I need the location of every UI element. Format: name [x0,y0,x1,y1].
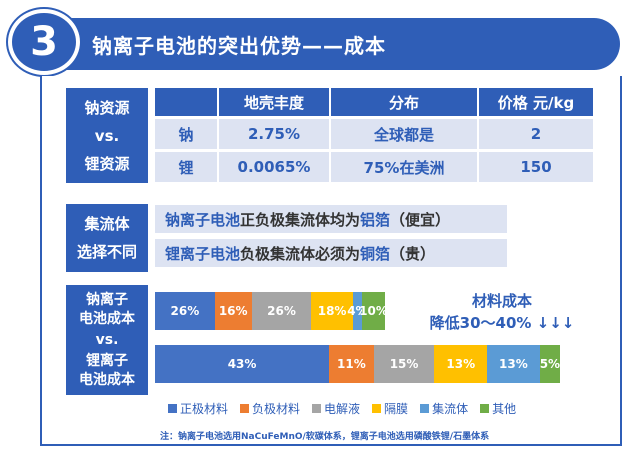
collector-line1-note: （便宜） [390,210,451,229]
bar-data-label: 11% [337,357,366,371]
legend-label: 正极材料 [180,402,229,416]
bar-data-label: 13% [499,357,528,371]
bar-segment-其他: 10% [359,292,388,330]
collector-line1-subject: 钠离子电池 [165,210,241,229]
cost-note-line1: 材料成本 [471,292,532,310]
bar-data-label: 16% [218,304,248,318]
bar-data-label: 18% [317,304,347,318]
cost-label-line4: 锂离子 [86,352,128,369]
resources-label-line3: 锂资源 [84,154,130,173]
legend-swatch [480,404,490,413]
collector-label: 集流体 选择不同 [66,204,148,272]
bar-data-label: 26% [170,304,200,318]
legend-label: 集流体 [432,402,469,416]
table-cell-distribution: 全球都是 [331,119,477,149]
legend-item: 正极材料 [168,400,228,417]
section-number-badge: 3 [8,9,80,75]
collector-line1-text: 正负极集流体均为 [240,210,361,229]
cost-label-line1: 钠离子 [86,291,128,308]
cost-label-line3: vs. [95,331,119,348]
table-header-blank [155,88,217,116]
cost-reduction-note: 材料成本 降低30～40% ↓↓↓ [422,290,582,334]
bar-segment-正极材料: 26% [155,292,215,330]
bar-data-label: 15% [389,357,419,371]
chart-legend: 正极材料 负极材料 电解液 隔膜 集流体 其他 [168,400,516,417]
bar-segment-隔膜: 18% [311,292,353,330]
legend-item: 集流体 [420,400,468,417]
cost-label-line2: 电池成本 [79,310,135,327]
table-cell-abundance: 2.75% [219,119,329,149]
legend-item: 电解液 [312,400,360,417]
bar-data-label: 43% [227,357,257,371]
bar-data-label: 26% [267,304,296,318]
resources-label: 钠资源 vs. 锂资源 [66,88,148,183]
table-header-distribution: 分布 [331,88,477,116]
collector-line2-material: 铜箔 [360,244,391,263]
table-header-abundance: 地壳丰度 [219,88,329,116]
legend-item: 其他 [480,400,516,417]
collector-label-line2: 选择不同 [76,243,137,261]
cost-label-line5: 电池成本 [79,371,135,388]
table-cell-price: 150 [479,152,593,182]
bar-segment-隔膜: 13% [434,345,488,383]
legend-swatch [420,404,430,413]
bar-segment-正极材料: 43% [155,345,330,383]
legend-swatch [240,404,250,413]
bar-segment-负极材料: 11% [329,345,374,383]
legend-label: 隔膜 [384,402,409,416]
collector-line-lithium: 锂离子电池 负极集流体必须为 铜箔 （贵） [155,239,507,267]
bar-segment-负极材料: 16% [214,292,252,330]
collector-line2-note: （贵） [390,244,436,263]
legend-swatch [372,404,382,413]
table-header-price: 价格 元/kg [479,88,593,116]
table-cell-distribution: 75%在美洲 [331,152,477,182]
legend-swatch [312,404,322,413]
table-cell-price: 2 [479,119,593,149]
collector-line-sodium: 钠离子电池 正负极集流体均为 铝箔 （便宜） [155,205,507,233]
bar-segment-电解液: 26% [251,292,312,330]
page-title: 钠离子电池的突出优势——成本 [92,34,386,58]
header-bar [30,18,620,70]
legend-label: 其他 [492,402,517,416]
resources-label-line2: vs. [94,126,120,145]
cost-label: 钠离子 电池成本 vs. 锂离子 电池成本 [66,285,148,395]
table-cell-abundance: 0.0065% [219,152,329,182]
legend-item: 负极材料 [240,400,300,417]
collector-line2-subject: 锂离子电池 [165,244,241,263]
legend-swatch [168,404,177,413]
legend-item: 隔膜 [372,400,408,417]
resources-label-line1: 钠资源 [84,98,130,117]
legend-label: 电解液 [324,402,361,416]
collector-line1-material: 铝箔 [360,210,391,229]
footnote: 注：钠离子电池选用NaCuFeMnO/软碳体系，锂离子电池选用磷酸铁锂/石墨体系 [160,432,490,442]
collector-label-line1: 集流体 [84,215,130,233]
cost-note-line2: 降低30～40% ↓↓↓ [429,314,575,332]
bar-data-label: 10% [359,304,388,318]
table-cell-element: 锂 [155,152,217,182]
bar-segment-其他: 5% [540,345,560,383]
legend-label: 负极材料 [252,402,301,416]
bar-data-label: 13% [446,357,476,371]
table-cell-element: 钠 [155,119,217,149]
collector-line2-text: 负极集流体必须为 [240,244,361,263]
bar-data-label: 5% [539,357,561,371]
bar-segment-集流体: 13% [487,345,540,383]
bar-segment-电解液: 15% [373,345,435,383]
